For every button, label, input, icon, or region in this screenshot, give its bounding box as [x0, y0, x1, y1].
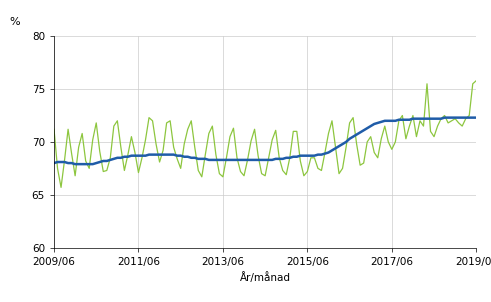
Relativt sysselsättningstal	[473, 79, 479, 82]
Relativt sysselsättningstal, trend	[452, 116, 458, 119]
Relativt sysselsättningstal	[234, 156, 240, 159]
Relativt sysselsättningstal	[340, 166, 346, 170]
Relativt sysselsättningstal	[58, 185, 64, 189]
Relativt sysselsättningstal, trend	[51, 161, 57, 165]
Relativt sysselsättningstal, trend	[72, 162, 78, 166]
Text: %: %	[10, 17, 21, 27]
Line: Relativt sysselsättningstal: Relativt sysselsättningstal	[54, 81, 476, 187]
Relativt sysselsättningstal, trend	[153, 153, 159, 156]
Relativt sysselsättningstal	[51, 127, 57, 131]
Relativt sysselsättningstal, trend	[319, 153, 325, 156]
Relativt sysselsättningstal, trend	[340, 142, 346, 146]
Relativt sysselsättningstal	[449, 119, 455, 123]
Relativt sysselsättningstal	[97, 149, 103, 153]
Relativt sysselsättningstal	[153, 142, 159, 146]
Relativt sysselsättningstal, trend	[97, 160, 103, 164]
Line: Relativt sysselsättningstal, trend: Relativt sysselsättningstal, trend	[54, 117, 476, 164]
X-axis label: År/månad: År/månad	[240, 272, 291, 283]
Relativt sysselsättningstal, trend	[234, 158, 240, 162]
Relativt sysselsättningstal, trend	[473, 116, 479, 119]
Relativt sysselsättningstal	[319, 169, 325, 172]
Relativt sysselsättningstal, trend	[442, 116, 448, 119]
